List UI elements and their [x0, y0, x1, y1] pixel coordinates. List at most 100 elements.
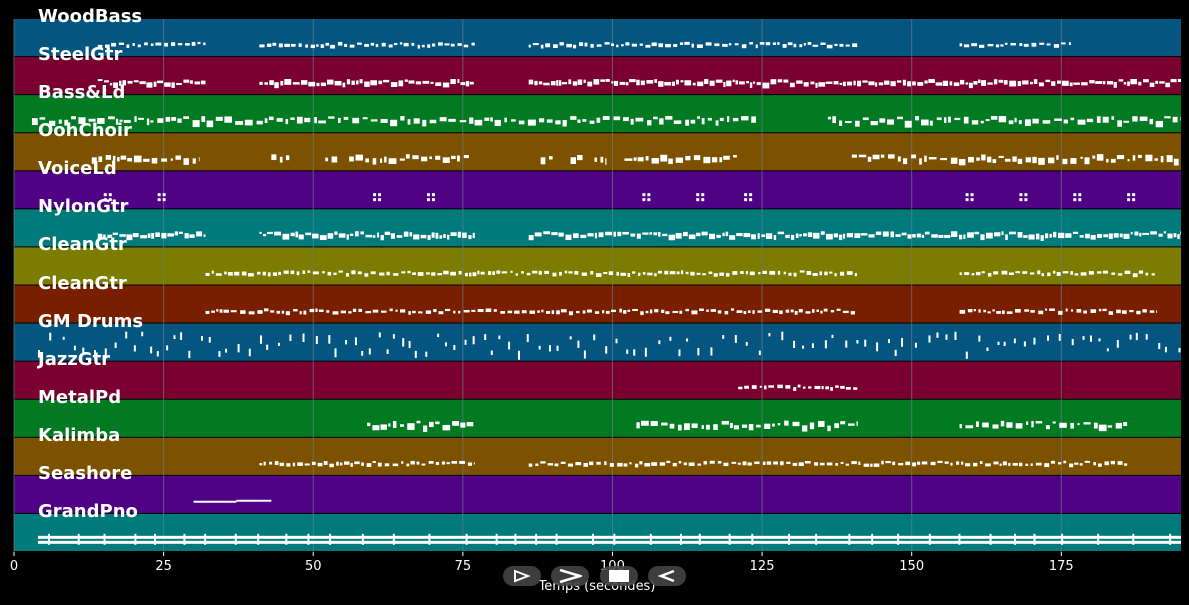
note: [1096, 154, 1104, 161]
note: [1173, 158, 1179, 166]
note: [583, 350, 586, 359]
note: [559, 271, 562, 276]
note: [97, 44, 103, 48]
note: [133, 345, 136, 352]
play-button[interactable]: [503, 566, 541, 586]
note: [642, 198, 646, 202]
note: [295, 231, 299, 238]
note: [1129, 334, 1132, 340]
note: [157, 118, 164, 123]
note: [695, 232, 701, 237]
note: [1116, 309, 1121, 314]
note: [435, 232, 439, 239]
note: [296, 116, 303, 124]
note: [1118, 79, 1124, 82]
note: [658, 81, 664, 87]
note: [577, 119, 581, 123]
note: [365, 158, 369, 163]
track-notes: [37, 331, 1181, 360]
rewind-icon: [657, 569, 675, 583]
note: [821, 385, 824, 390]
note: [224, 116, 232, 123]
note: [392, 533, 395, 545]
note: [1062, 271, 1069, 274]
note: [380, 158, 383, 163]
note: [672, 81, 676, 86]
note: [811, 343, 814, 349]
note: [381, 310, 387, 313]
note: [973, 81, 978, 85]
note: [840, 385, 845, 389]
note: [514, 533, 517, 545]
note: [412, 155, 419, 160]
note: [1107, 425, 1113, 428]
note: [435, 82, 442, 86]
note: [987, 44, 994, 47]
note: [215, 116, 223, 121]
note: [458, 270, 462, 275]
note: [167, 233, 174, 237]
note: [759, 385, 762, 388]
note: [1127, 81, 1130, 87]
note: [574, 270, 579, 275]
note: [985, 119, 990, 122]
note: [583, 462, 588, 467]
note: [609, 462, 614, 467]
forward-button[interactable]: [551, 566, 589, 586]
note: [777, 231, 785, 235]
note: [316, 82, 320, 87]
note: [707, 117, 712, 121]
note: [573, 233, 579, 239]
note: [1127, 198, 1131, 202]
stop-button[interactable]: [600, 566, 638, 586]
note: [1017, 158, 1023, 164]
track-notes: [205, 270, 1155, 278]
note: [978, 309, 981, 313]
note: [1116, 340, 1119, 348]
note: [818, 82, 826, 87]
note: [361, 462, 364, 466]
note: [641, 420, 649, 426]
note: [751, 385, 757, 389]
note: [302, 333, 305, 343]
note: [929, 120, 933, 126]
note: [789, 82, 795, 88]
note: [987, 82, 993, 85]
note: [205, 310, 210, 315]
note: [132, 42, 135, 46]
note: [230, 310, 237, 313]
note: [994, 232, 1001, 237]
note: [518, 120, 525, 125]
track-notes: [205, 308, 1158, 316]
note: [826, 44, 833, 49]
note: [415, 81, 422, 85]
note: [971, 43, 978, 47]
note: [343, 116, 349, 120]
note: [631, 43, 638, 47]
note: [179, 231, 183, 234]
note: [39, 117, 46, 120]
note: [1071, 338, 1074, 346]
note: [830, 387, 834, 391]
note: [1038, 310, 1044, 315]
note: [515, 273, 518, 276]
note: [318, 309, 324, 312]
note: [1008, 120, 1014, 125]
note: [445, 342, 448, 347]
note: [429, 421, 434, 428]
rewind-button[interactable]: [648, 566, 686, 586]
note: [991, 116, 998, 120]
note: [747, 310, 751, 313]
note: [494, 119, 501, 126]
note: [1001, 231, 1004, 236]
note: [749, 82, 753, 88]
note: [832, 116, 836, 124]
note: [690, 119, 696, 124]
note: [1137, 154, 1142, 159]
note: [1127, 193, 1131, 197]
note: [802, 345, 805, 349]
note: [916, 233, 922, 238]
note: [464, 272, 468, 277]
note: [450, 79, 456, 85]
